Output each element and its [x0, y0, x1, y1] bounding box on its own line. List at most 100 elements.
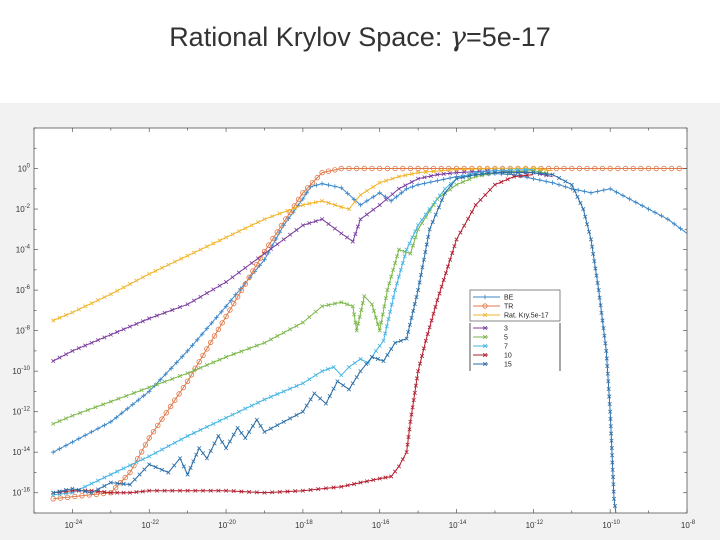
data-point: [508, 170, 513, 175]
data-point: [57, 315, 62, 320]
data-point: [325, 367, 330, 372]
data-point: [339, 185, 344, 191]
data-point: [193, 488, 198, 493]
data-point: [300, 202, 305, 208]
data-point: [224, 446, 229, 451]
legend-label: Rat. Kry.5e-17: [504, 313, 549, 320]
data-point: [219, 320, 225, 326]
data-point: [556, 182, 562, 187]
data-point: [239, 430, 244, 436]
data-point: [350, 381, 355, 386]
data-point: [326, 302, 331, 308]
legend-label: 3: [504, 326, 508, 333]
data-point: [430, 165, 437, 172]
data-point: [360, 301, 365, 306]
data-point: [102, 335, 107, 340]
data-point: [134, 321, 139, 326]
data-point: [257, 263, 262, 268]
data-point: [115, 481, 120, 486]
data-point: [606, 386, 611, 391]
data-point: [307, 221, 312, 226]
data-point: [246, 274, 252, 281]
data-point: [101, 402, 106, 407]
data-point: [314, 182, 319, 188]
data-point: [119, 410, 125, 416]
data-point: [63, 443, 69, 448]
data-point: [454, 174, 459, 179]
data-point: [208, 448, 213, 453]
data-point: [288, 386, 293, 391]
data-point: [124, 393, 129, 398]
data-point: [512, 174, 517, 179]
data-point: [332, 301, 337, 306]
data-point: [404, 247, 409, 252]
data-point: [385, 352, 390, 357]
data-point: [217, 238, 222, 243]
data-point: [142, 467, 147, 472]
data-point: [300, 488, 305, 493]
slide-title: Rational Krylov Space: γ=5e-17: [0, 22, 720, 53]
data-point: [391, 295, 396, 300]
data-point: [608, 416, 613, 421]
data-point: [606, 379, 611, 384]
data-point: [387, 281, 392, 286]
x-tick-label: 10-16: [372, 520, 390, 530]
data-point: [281, 330, 286, 335]
data-point: [231, 432, 236, 437]
data-point: [394, 194, 399, 200]
x-tick-label: 10-22: [141, 520, 159, 530]
data-point: [223, 313, 229, 320]
data-point: [93, 405, 98, 410]
data-point: [147, 271, 152, 276]
data-point: [416, 288, 421, 293]
data-point: [268, 246, 273, 251]
data-point: [208, 488, 213, 493]
data-point: [428, 179, 434, 185]
data-point: [140, 457, 145, 462]
data-point: [140, 319, 145, 324]
data-point: [215, 326, 222, 333]
data-point: [102, 422, 107, 428]
data-point: [249, 223, 254, 228]
data-point: [611, 482, 616, 487]
data-point: [355, 224, 360, 229]
data-point: [227, 439, 232, 444]
data-point: [147, 316, 152, 321]
data-point: [198, 294, 203, 299]
data-point: [115, 288, 120, 293]
data-point: [313, 373, 318, 378]
data-point: [115, 329, 120, 335]
data-point: [102, 490, 107, 495]
data-point: [563, 184, 568, 190]
data-point: [610, 453, 615, 458]
svg-text:10-18: 10-18: [295, 520, 313, 530]
data-point: [396, 174, 401, 179]
data-point: [294, 413, 299, 418]
data-point: [300, 190, 306, 196]
data-point: [220, 440, 225, 445]
data-point: [546, 165, 552, 172]
data-point: [601, 326, 606, 331]
title-value: =5e-17: [465, 22, 551, 52]
data-point: [224, 354, 229, 360]
data-point: [668, 165, 675, 172]
data-point: [230, 412, 235, 417]
data-point: [285, 208, 290, 213]
legend-label: BE: [504, 295, 514, 302]
data-point: [439, 198, 444, 203]
data-point: [304, 403, 309, 408]
data-point: [270, 490, 275, 495]
data-point: [216, 433, 221, 439]
y-tick-label: 10-6: [16, 285, 31, 295]
data-point: [192, 365, 198, 371]
data-point: [162, 379, 167, 384]
data-point: [383, 331, 388, 336]
data-point: [57, 495, 64, 501]
data-point: [115, 469, 120, 474]
data-point: [254, 343, 259, 348]
data-point: [214, 315, 219, 320]
data-point: [406, 434, 411, 440]
data-point: [236, 270, 241, 275]
data-point: [177, 456, 183, 461]
data-point: [383, 296, 388, 301]
